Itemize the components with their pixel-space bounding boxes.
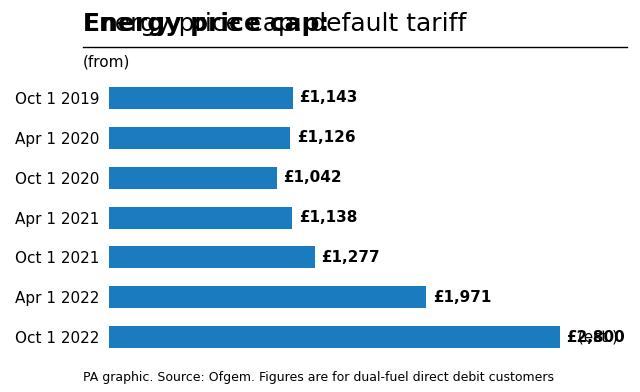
Text: £1,143: £1,143 <box>300 90 358 105</box>
Text: (est.): (est.) <box>573 330 618 345</box>
Text: Energy price cap:: Energy price cap: <box>83 12 330 36</box>
Text: PA graphic. Source: Ofgem. Figures are for dual-fuel direct debit customers: PA graphic. Source: Ofgem. Figures are f… <box>83 371 554 384</box>
Bar <box>109 207 292 229</box>
Text: £2,800: £2,800 <box>566 330 625 345</box>
Text: £1,126: £1,126 <box>297 130 355 145</box>
Text: Energy price cap: default tariff: Energy price cap: default tariff <box>83 12 467 36</box>
Bar <box>109 87 293 109</box>
Text: £1,042: £1,042 <box>284 170 342 185</box>
Bar <box>109 247 315 269</box>
Bar <box>109 167 277 189</box>
Text: £1,138: £1,138 <box>299 210 357 225</box>
Bar <box>109 326 559 348</box>
Text: £1,971: £1,971 <box>433 290 491 305</box>
Bar <box>109 127 291 149</box>
Text: £1,277: £1,277 <box>321 250 380 265</box>
Text: (from): (from) <box>83 55 131 70</box>
Bar <box>109 287 426 309</box>
